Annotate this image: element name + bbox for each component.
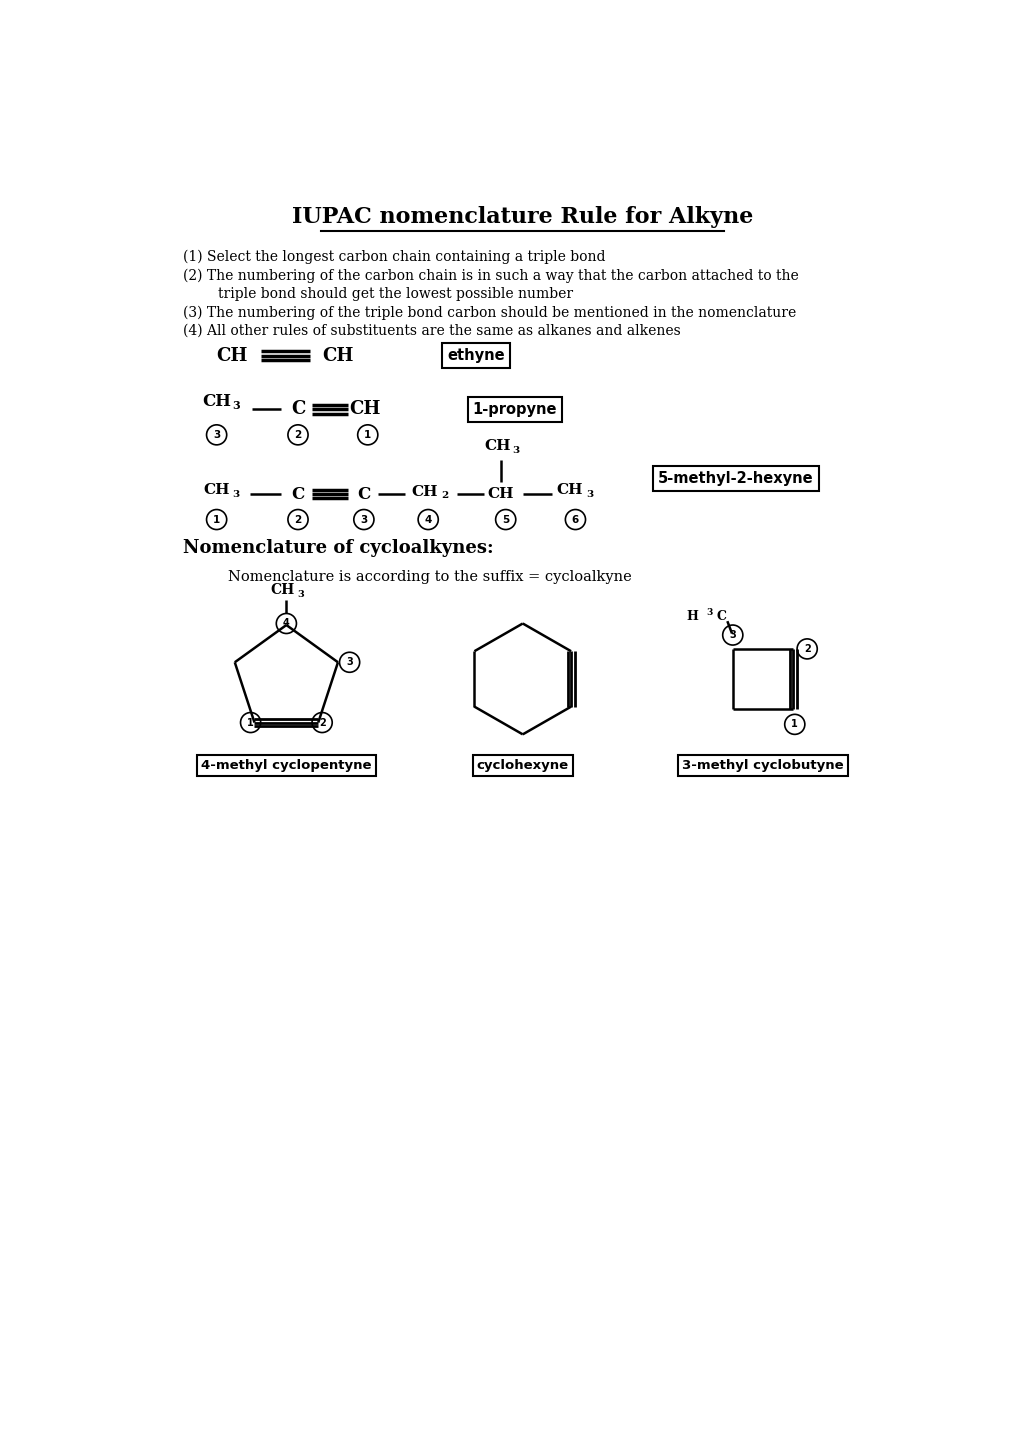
Text: 4-methyl cyclopentyne: 4-methyl cyclopentyne [201, 760, 371, 773]
Text: 1: 1 [364, 430, 371, 440]
Text: 4: 4 [282, 619, 289, 629]
Text: 3: 3 [729, 630, 736, 640]
Text: CH: CH [483, 440, 510, 453]
Text: 2: 2 [803, 645, 810, 653]
Text: 4: 4 [424, 515, 431, 525]
Text: 3: 3 [213, 430, 220, 440]
Text: triple bond should get the lowest possible number: triple bond should get the lowest possib… [183, 287, 573, 301]
Text: CH: CH [270, 584, 294, 597]
Text: H: H [686, 610, 698, 623]
Text: 3: 3 [512, 446, 519, 454]
Text: Nomenclature of cycloalkynes:: Nomenclature of cycloalkynes: [183, 539, 493, 557]
Text: CH: CH [487, 487, 514, 502]
Text: 3: 3 [297, 590, 304, 598]
Text: 1-propyne: 1-propyne [472, 402, 556, 417]
Text: C: C [357, 486, 370, 503]
Text: 3: 3 [705, 609, 712, 617]
Text: IUPAC nomenclature Rule for Alkyne: IUPAC nomenclature Rule for Alkyne [291, 206, 753, 228]
Text: 2: 2 [440, 492, 447, 500]
Text: 5: 5 [501, 515, 508, 525]
Text: C: C [290, 401, 305, 418]
Text: 5-methyl-2-hexyne: 5-methyl-2-hexyne [657, 472, 813, 486]
Text: CH: CH [202, 394, 231, 410]
Text: 6: 6 [572, 515, 579, 525]
Text: 2: 2 [294, 515, 302, 525]
Text: CH: CH [203, 483, 229, 497]
Text: (3) The numbering of the triple bond carbon should be mentioned in the nomenclat: (3) The numbering of the triple bond car… [183, 306, 796, 320]
Text: 3-methyl cyclobutyne: 3-methyl cyclobutyne [682, 760, 843, 773]
Text: CH: CH [555, 483, 582, 497]
Text: 2: 2 [319, 718, 325, 728]
Text: 1: 1 [213, 515, 220, 525]
Text: 3: 3 [345, 658, 353, 668]
Text: (2) The numbering of the carbon chain is in such a way that the carbon attached : (2) The numbering of the carbon chain is… [183, 268, 798, 283]
Text: C: C [716, 610, 727, 623]
Text: 3: 3 [232, 399, 239, 411]
Text: 3: 3 [360, 515, 367, 525]
Text: 3: 3 [585, 490, 592, 499]
Text: CH: CH [216, 346, 248, 365]
Text: 2: 2 [294, 430, 302, 440]
Text: Nomenclature is according to the suffix = cycloalkyne: Nomenclature is according to the suffix … [228, 570, 632, 584]
Text: (4) All other rules of substituents are the same as alkanes and alkenes: (4) All other rules of substituents are … [183, 324, 681, 337]
Text: (1) Select the longest carbon chain containing a triple bond: (1) Select the longest carbon chain cont… [183, 249, 605, 264]
Text: ethyne: ethyne [447, 348, 504, 363]
Text: 3: 3 [232, 490, 239, 499]
Text: CH: CH [411, 485, 437, 499]
Text: CH: CH [350, 401, 381, 418]
Text: CH: CH [322, 346, 354, 365]
Text: 1: 1 [791, 720, 798, 730]
Text: cyclohexyne: cyclohexyne [476, 760, 569, 773]
Text: 1: 1 [247, 718, 254, 728]
Text: C: C [291, 486, 305, 503]
